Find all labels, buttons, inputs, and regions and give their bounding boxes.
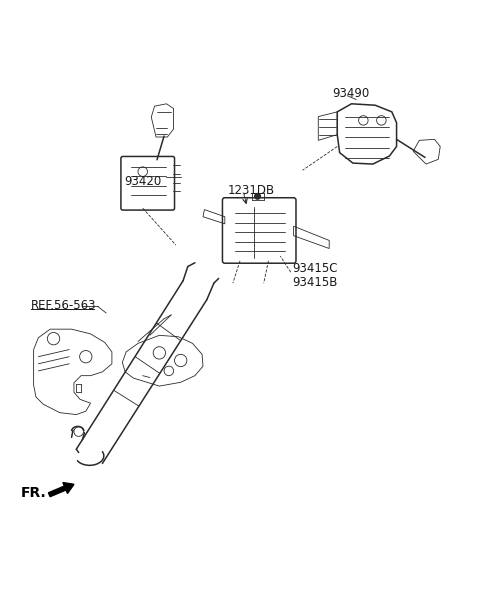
Text: 1231DB: 1231DB bbox=[228, 184, 275, 197]
Text: 93490: 93490 bbox=[333, 87, 370, 100]
Text: FR.: FR. bbox=[21, 486, 47, 500]
FancyArrow shape bbox=[48, 483, 74, 497]
Text: REF.56-563: REF.56-563 bbox=[31, 299, 97, 312]
Text: 93415B: 93415B bbox=[292, 276, 337, 289]
Text: 93415C: 93415C bbox=[292, 263, 338, 276]
Text: 93420: 93420 bbox=[124, 175, 161, 188]
Circle shape bbox=[255, 194, 261, 199]
